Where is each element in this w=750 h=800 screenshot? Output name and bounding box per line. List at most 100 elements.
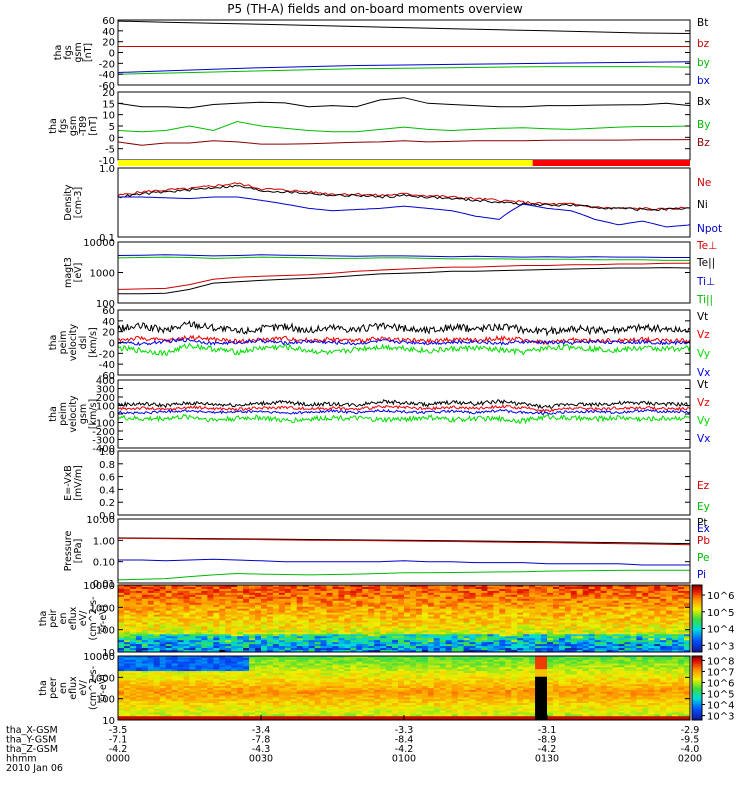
spectrogram-cell bbox=[642, 638, 649, 641]
spectrogram-cell bbox=[666, 614, 673, 617]
spectrogram-cell bbox=[219, 710, 226, 713]
spectrogram-cell bbox=[231, 714, 238, 717]
spectrogram-cell bbox=[576, 624, 584, 627]
y-axis-label-line: gsm bbox=[68, 116, 79, 136]
spectrogram-cell bbox=[570, 642, 578, 645]
spectrogram-cell bbox=[213, 656, 220, 659]
spectrogram-cell bbox=[243, 703, 250, 706]
spectrogram-cell bbox=[487, 586, 494, 590]
spectrogram-cell bbox=[201, 659, 208, 663]
spectrogram-cell bbox=[344, 614, 351, 617]
spectrogram-cell bbox=[290, 612, 298, 615]
spectrogram-cell bbox=[618, 620, 625, 623]
spectrogram-cell bbox=[213, 592, 220, 596]
spectrogram-cell bbox=[243, 701, 250, 704]
spectrogram-cell bbox=[201, 695, 208, 698]
spectrogram-cell bbox=[249, 604, 256, 608]
y-tick-label: -5 bbox=[105, 145, 115, 156]
spectrogram-cell bbox=[362, 608, 369, 612]
spectrogram-cell bbox=[332, 594, 339, 598]
spectrogram-cell bbox=[123, 680, 131, 683]
spectrogram-cell bbox=[541, 598, 548, 602]
spectrogram-cell bbox=[445, 616, 453, 619]
spectrogram-cell bbox=[332, 716, 339, 719]
spectrogram-cell bbox=[189, 650, 196, 652]
legend-label: Pb bbox=[697, 535, 710, 547]
spectrogram-cell bbox=[183, 585, 190, 588]
spectrogram-cell bbox=[320, 608, 327, 612]
spectrogram-cell bbox=[463, 614, 470, 617]
spectrogram-cell bbox=[481, 636, 488, 639]
spectrogram-cell bbox=[350, 612, 357, 615]
spectrogram-cell bbox=[255, 616, 262, 619]
spectrogram-cell bbox=[284, 588, 292, 592]
spectrogram-cell bbox=[284, 600, 292, 604]
spectrogram-cell bbox=[296, 640, 304, 643]
spectrogram-cell bbox=[255, 688, 262, 691]
spectrogram-cell bbox=[362, 636, 369, 639]
y-axis-label: E=-VxB [mV/m] bbox=[63, 465, 84, 501]
spectrogram-cell bbox=[332, 714, 339, 717]
spectrogram-cell bbox=[380, 640, 387, 643]
spectrogram-cell bbox=[505, 634, 512, 637]
spectrogram-cell bbox=[135, 706, 143, 710]
spectrogram-cell bbox=[624, 600, 631, 604]
spectrogram-cell bbox=[463, 610, 470, 613]
spectrogram-cell bbox=[189, 594, 196, 598]
spectrogram-cell bbox=[171, 604, 178, 608]
spectrogram-cell bbox=[261, 592, 268, 596]
spectrogram-cell bbox=[255, 672, 262, 676]
spectrogram-cell bbox=[255, 646, 262, 649]
spectrogram-cell bbox=[362, 644, 369, 647]
spectrogram-cell bbox=[118, 665, 125, 668]
spectrogram-cell bbox=[332, 695, 339, 698]
spectrogram-cell bbox=[564, 585, 572, 588]
spectrogram-cell bbox=[308, 606, 316, 610]
spectrogram-cell bbox=[308, 688, 316, 691]
spectrogram-cell bbox=[326, 684, 333, 687]
spectrogram-cell bbox=[529, 628, 536, 631]
spectrogram-cell bbox=[237, 594, 244, 598]
spectrogram-cell bbox=[487, 594, 494, 598]
spectrogram-cell bbox=[356, 689, 363, 693]
spectrogram-cell bbox=[552, 640, 560, 643]
spectrogram-cell bbox=[392, 600, 399, 604]
spectrogram-cell bbox=[261, 630, 268, 633]
spectrogram-cell bbox=[159, 676, 167, 679]
y-tick-label: 60 bbox=[102, 16, 115, 27]
spectrogram-cell bbox=[493, 644, 500, 647]
spectrogram-cell bbox=[332, 665, 339, 668]
spectrogram-cell bbox=[278, 648, 286, 651]
spectrogram-cell bbox=[159, 712, 167, 715]
spectrogram-cell bbox=[356, 612, 363, 615]
panel-frame bbox=[117, 584, 691, 653]
spectrogram-cell bbox=[582, 606, 590, 610]
spectrogram-cell bbox=[231, 693, 238, 696]
spectrogram-cell bbox=[177, 594, 184, 598]
spectrogram-cell bbox=[189, 620, 196, 623]
spectrogram-cell bbox=[457, 628, 464, 631]
spectrogram-cell bbox=[249, 682, 256, 685]
spectrogram-cell bbox=[380, 600, 387, 604]
spectrogram-cell bbox=[177, 604, 184, 608]
spectrogram-cell bbox=[255, 718, 262, 720]
spectrogram-cell bbox=[666, 636, 673, 639]
series-group bbox=[118, 97, 690, 146]
spectrogram-cell bbox=[511, 638, 518, 641]
spectrogram-cell bbox=[404, 585, 411, 588]
spectrogram-cell bbox=[249, 614, 256, 617]
spectrogram-cell bbox=[672, 612, 679, 615]
spectrogram-cell bbox=[118, 646, 125, 649]
series-line-0 bbox=[118, 537, 690, 545]
spectrogram-cell bbox=[606, 604, 613, 608]
spectrogram-cell bbox=[272, 634, 280, 637]
spectrogram-cell bbox=[660, 640, 667, 643]
spectrogram-cell bbox=[290, 586, 298, 590]
spectrogram-cell bbox=[159, 616, 167, 619]
spectrogram-cell bbox=[457, 630, 464, 633]
spectrogram-cell bbox=[183, 590, 190, 594]
spectrogram-cell bbox=[606, 616, 613, 619]
spectrogram-cell bbox=[272, 646, 280, 649]
spectrogram-cell bbox=[558, 596, 566, 600]
spectrogram-cell bbox=[600, 640, 607, 643]
